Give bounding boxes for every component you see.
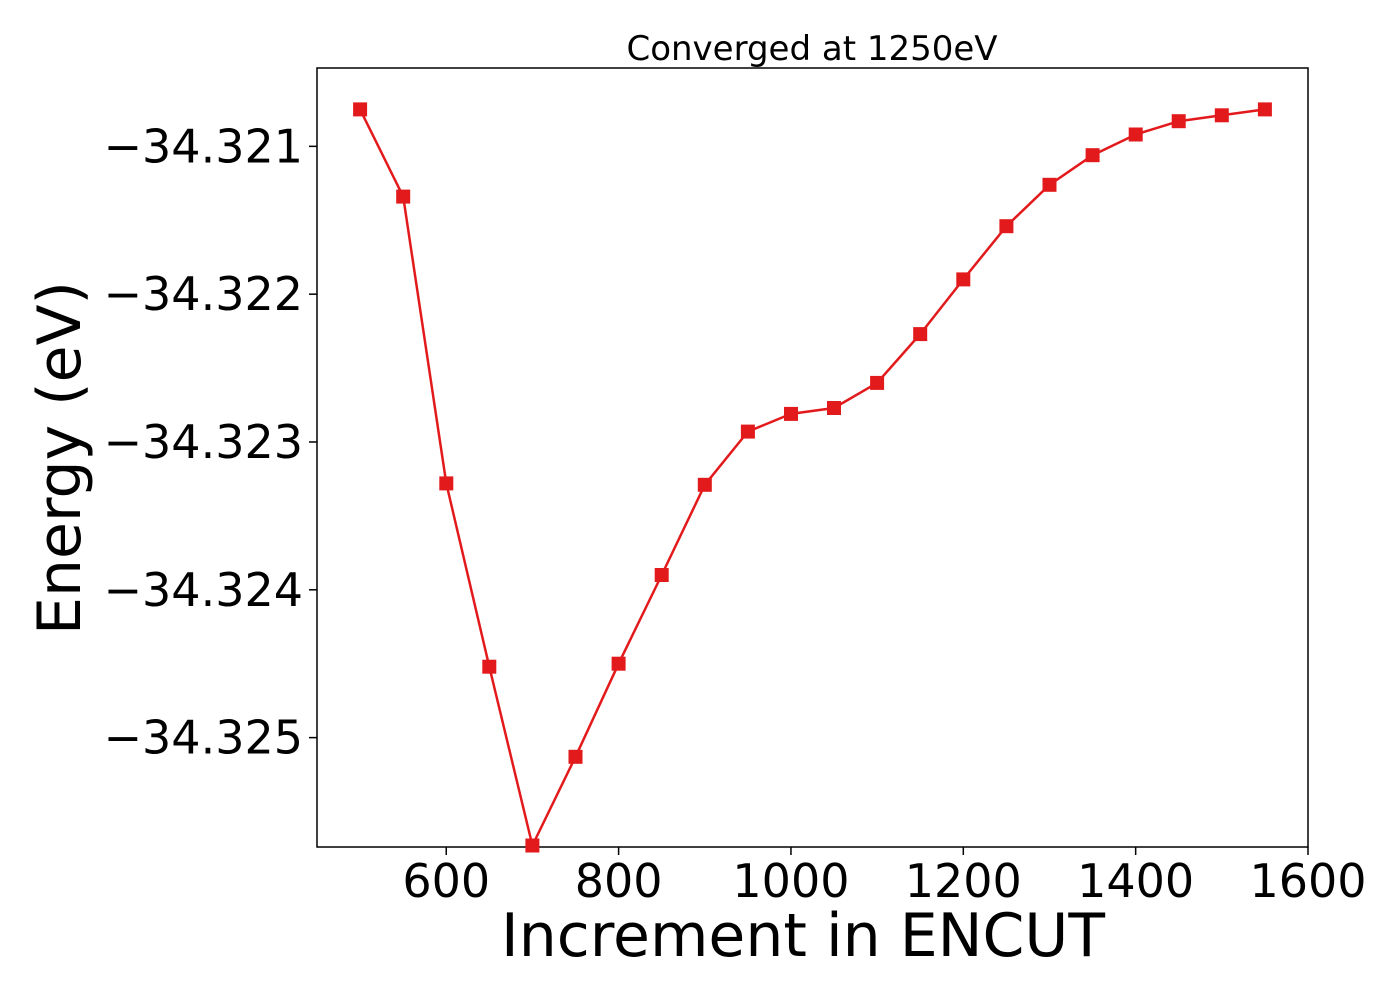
y-axis-ticks: −34.321 −34.322 −34.323 −34.324 −34.325 — [104, 119, 317, 765]
data-point — [611, 656, 626, 671]
data-point — [1085, 148, 1100, 163]
data-point — [525, 838, 540, 853]
data-point — [654, 568, 669, 582]
data-point — [353, 102, 368, 117]
x-tick-label: 800 — [575, 854, 663, 908]
x-axis-label: Increment in ENCUT — [501, 901, 1105, 971]
data-point — [1171, 114, 1186, 129]
x-tick-label: 1400 — [1077, 854, 1194, 908]
x-tick-label: 1000 — [732, 854, 849, 908]
plot-frame — [316, 67, 1309, 848]
data-point — [740, 424, 755, 439]
data-point — [999, 219, 1014, 234]
y-axis-label: Energy (eV) — [25, 281, 95, 635]
chart-title: Converged at 1250eV — [626, 29, 997, 69]
y-tick-label: −34.321 — [104, 119, 304, 173]
data-point — [439, 476, 454, 491]
data-point — [482, 659, 497, 674]
y-tick-label: −34.322 — [104, 267, 304, 321]
series-markers — [353, 102, 1272, 853]
y-tick-label: −34.324 — [104, 563, 304, 617]
x-tick-label: 1200 — [905, 854, 1022, 908]
data-point — [784, 406, 798, 421]
data-point — [396, 189, 411, 204]
data-point — [697, 477, 712, 492]
data-point — [1257, 102, 1272, 117]
x-tick-label: 600 — [402, 854, 490, 908]
data-point — [1042, 177, 1057, 192]
x-axis-ticks: 600 800 1000 1200 1400 1600 — [402, 847, 1367, 908]
series-line — [358, 108, 1266, 850]
y-tick-label: −34.325 — [104, 711, 304, 765]
data-point — [956, 272, 971, 287]
data-point — [1128, 127, 1143, 142]
data-point — [568, 749, 583, 764]
x-tick-label: 1600 — [1249, 854, 1366, 908]
data-point — [1214, 108, 1229, 123]
data-point — [913, 327, 928, 342]
data-point — [827, 401, 841, 415]
data-point — [870, 375, 885, 390]
y-tick-label: −34.323 — [104, 415, 304, 469]
